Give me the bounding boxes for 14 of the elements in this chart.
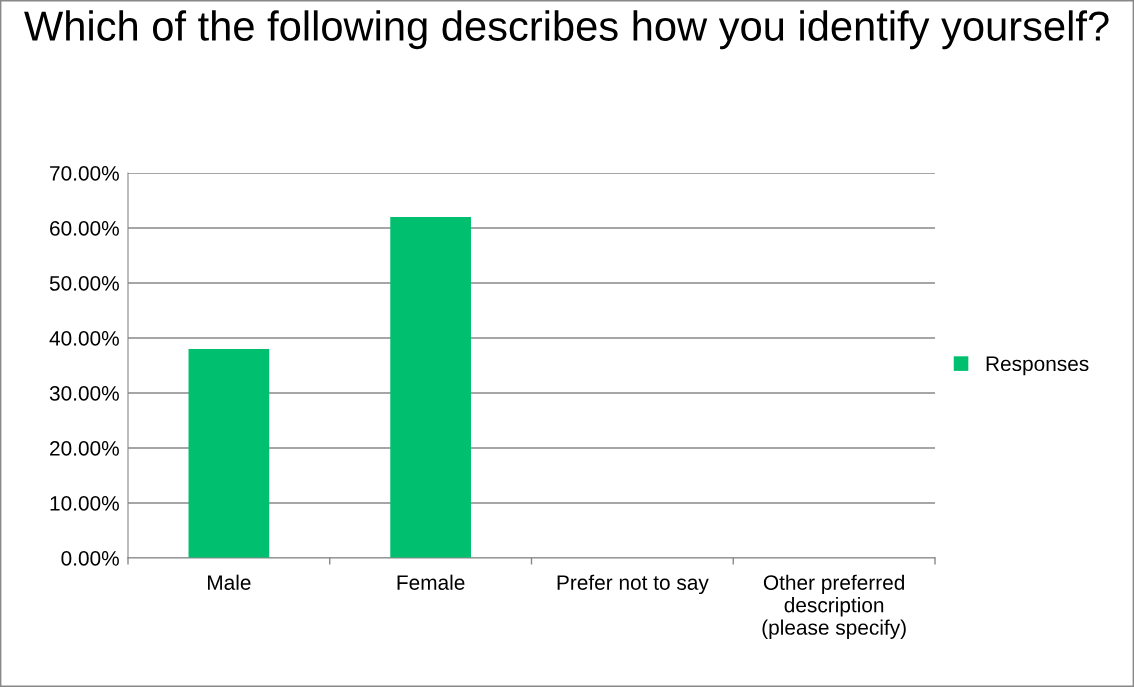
x-tick-label: Prefer not to say (557, 574, 709, 595)
x-tick-label: Female (397, 574, 465, 590)
y-tick-label: 20.00% (50, 441, 119, 456)
y-tick-label: 40.00% (49, 331, 119, 346)
y-tick-label: 10.00% (50, 496, 119, 511)
x-tick-label: Other preferred description (please specify) (762, 574, 906, 639)
y-tick-label: 70.00% (50, 166, 119, 181)
y-tick-label: 30.00% (49, 386, 119, 401)
chart-title: Which of the following describes how you identify yourself? (24, 10, 1109, 50)
y-tick-label: 50.00% (49, 276, 119, 291)
y-tick-label: 60.00% (50, 221, 119, 236)
x-tick-label: Male (208, 574, 251, 590)
y-tick-label: 0.00% (61, 551, 119, 566)
legend-label: Responses (986, 356, 1089, 376)
